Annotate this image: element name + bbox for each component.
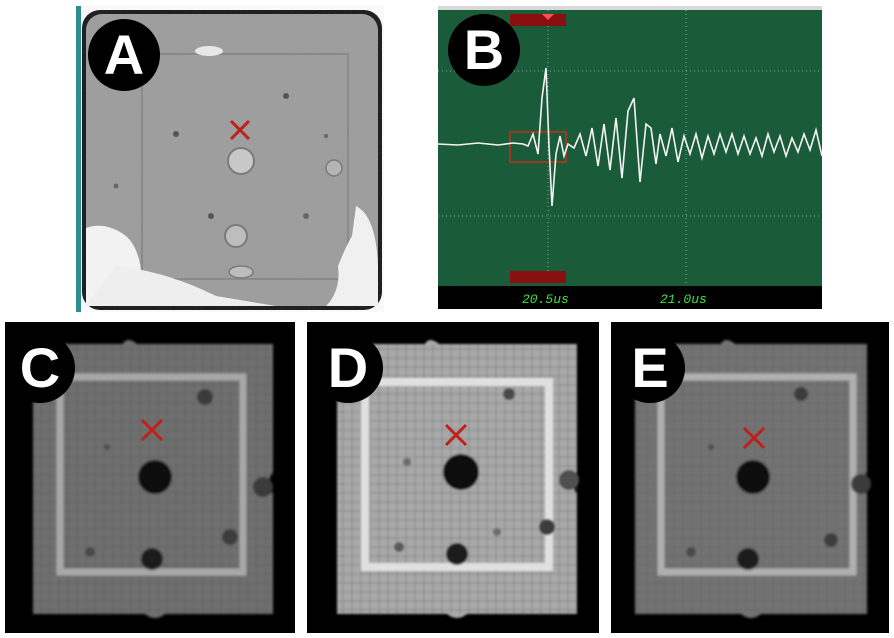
waveform-trace <box>438 67 822 207</box>
panel-d-label: D <box>313 333 383 403</box>
time-tick-label: 20.5us <box>522 292 569 307</box>
panel-a-label: A <box>88 19 160 91</box>
gate-marker-bottom <box>510 271 566 283</box>
panel-e-cscan-image: E <box>611 322 889 633</box>
panel-d-target-marker <box>444 423 468 447</box>
panel-e-label: E <box>615 333 685 403</box>
panel-c-label: C <box>5 333 75 403</box>
panel-d-cscan-image: D <box>307 322 599 633</box>
panel-c-target-marker <box>140 418 164 442</box>
gate-marker-top <box>510 14 566 26</box>
time-tick-label: 21.0us <box>660 292 707 307</box>
panel-b-label: B <box>448 14 520 86</box>
panel-e-target-marker <box>742 426 766 450</box>
panel-a-optical-image: A <box>76 6 384 312</box>
measurement-gate <box>509 131 567 163</box>
panel-b-waveform: 20.5us 21.0us B <box>438 6 822 309</box>
panel-a-target-marker <box>229 119 251 141</box>
panel-c-cscan-image: C <box>5 322 295 633</box>
